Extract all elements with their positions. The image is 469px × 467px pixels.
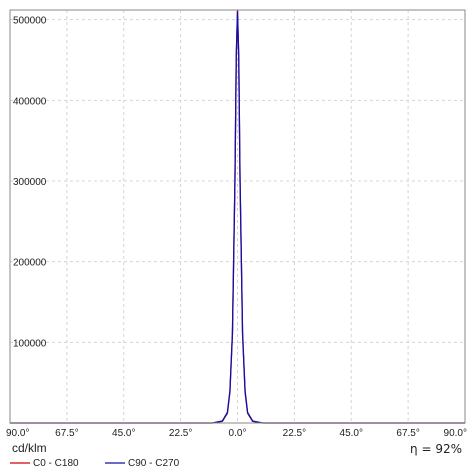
x-tick-label: 45.0° [340, 428, 363, 439]
unit-label: cd/klm [12, 441, 47, 455]
x-tick-label: 45.0° [112, 428, 135, 439]
plot-frame [9, 9, 466, 424]
x-tick-label: 90.0° [444, 428, 467, 439]
y-tick-label: 300000 [13, 177, 47, 188]
y-tick-label: 200000 [13, 258, 47, 269]
x-tick-label: 0.0° [229, 428, 247, 439]
legend-label-c0-c180: C0 - C180 [33, 458, 79, 467]
y-axis-ticks: 100000 200000 300000 400000 500000 [13, 16, 47, 350]
x-tick-label: 67.5° [55, 428, 78, 439]
y-tick-label: 400000 [13, 96, 47, 107]
x-axis-ticks: 90.0° 67.5° 45.0° 22.5° 0.0° 22.5° 45.0° 67.5° 9… [6, 428, 467, 439]
x-tick-label: 22.5° [283, 428, 306, 439]
x-tick-label: 90.0° [6, 428, 29, 439]
x-tick-label: 67.5° [396, 428, 419, 439]
x-tick-label: 22.5° [169, 428, 192, 439]
efficiency-label: η = 92% [410, 442, 462, 456]
grid-lines [10, 10, 465, 423]
series-line-c90-c270 [10, 10, 465, 424]
y-tick-label: 500000 [13, 16, 47, 27]
legend-label-c90-c270: C90 - C270 [128, 458, 180, 467]
legend: C0 - C180 C90 - C270 [10, 458, 180, 467]
y-tick-label: 100000 [13, 338, 47, 349]
